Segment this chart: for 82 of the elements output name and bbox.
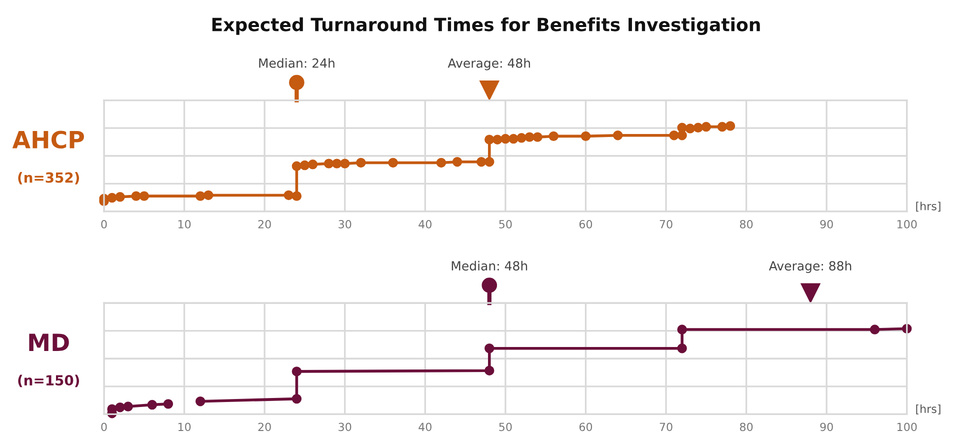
x-tick-label: 20 bbox=[258, 422, 271, 432]
point bbox=[123, 402, 133, 412]
point bbox=[500, 134, 510, 144]
x-axis-title: [hrs] bbox=[916, 202, 940, 212]
text: (n=150) bbox=[18, 374, 80, 388]
point bbox=[284, 190, 294, 200]
point bbox=[677, 324, 687, 334]
point bbox=[612, 130, 623, 140]
x-tick-label: 70 bbox=[660, 220, 672, 228]
point bbox=[388, 158, 398, 168]
text: Average: 48h bbox=[448, 58, 530, 70]
point bbox=[484, 343, 494, 354]
point bbox=[524, 132, 534, 142]
x-tick-label: 10 bbox=[178, 422, 191, 432]
x-tick-label: 80 bbox=[740, 422, 753, 432]
point bbox=[204, 190, 214, 200]
point bbox=[115, 192, 125, 202]
point bbox=[163, 399, 174, 409]
point bbox=[356, 158, 366, 168]
x-axis-title: [hrs] bbox=[916, 404, 940, 414]
x-tick-label: 100 bbox=[897, 220, 917, 228]
point bbox=[195, 396, 206, 406]
point bbox=[669, 130, 679, 140]
point bbox=[725, 121, 736, 131]
x-tick-label: 20 bbox=[258, 220, 271, 228]
point bbox=[292, 366, 302, 376]
point bbox=[492, 134, 502, 144]
x-tick-label: 90 bbox=[820, 422, 833, 432]
point bbox=[580, 131, 591, 142]
point bbox=[292, 161, 302, 171]
point bbox=[292, 394, 302, 404]
y-axis-title: MD bbox=[29, 334, 69, 351]
point bbox=[701, 122, 712, 132]
point bbox=[340, 158, 350, 168]
point bbox=[516, 133, 526, 143]
point bbox=[332, 158, 342, 168]
x-tick-label: 90 bbox=[820, 220, 833, 228]
point bbox=[139, 191, 150, 201]
point bbox=[677, 343, 687, 354]
x-tick-label: 60 bbox=[579, 220, 592, 228]
point bbox=[870, 324, 880, 334]
point bbox=[436, 158, 446, 168]
point bbox=[532, 132, 542, 142]
x-tick-label: 30 bbox=[338, 422, 352, 432]
chart-title: Expected Turnaround Times for Benefits Investigation bbox=[212, 17, 760, 35]
point bbox=[308, 160, 318, 170]
point bbox=[324, 158, 334, 168]
point bbox=[693, 122, 703, 133]
point bbox=[147, 400, 158, 410]
x-tick-label: 40 bbox=[418, 220, 432, 228]
point bbox=[476, 156, 486, 167]
text: Median: 48h bbox=[452, 260, 528, 271]
point bbox=[717, 122, 728, 132]
point bbox=[548, 131, 558, 142]
point bbox=[292, 191, 302, 201]
x-tick-label: 10 bbox=[178, 220, 191, 228]
text: Median: 24h bbox=[259, 58, 334, 68]
x-tick-label: 50 bbox=[499, 220, 512, 228]
text: Average: 88h bbox=[768, 260, 852, 273]
point bbox=[677, 122, 687, 133]
x-tick-label: 50 bbox=[499, 422, 512, 432]
x-tick-label: 30 bbox=[338, 220, 352, 228]
point bbox=[685, 124, 695, 134]
x-tick-label: 60 bbox=[579, 422, 592, 432]
x-tick-label: 40 bbox=[418, 422, 432, 432]
x-tick-label: 100 bbox=[897, 422, 917, 432]
point bbox=[452, 156, 462, 167]
point bbox=[484, 156, 494, 167]
text: (n=352) bbox=[18, 172, 80, 184]
point bbox=[484, 366, 494, 376]
x-tick-label: 0 bbox=[101, 220, 107, 228]
point bbox=[131, 191, 141, 201]
point bbox=[508, 134, 518, 144]
point bbox=[300, 160, 310, 170]
y-axis-title: AHCP bbox=[12, 130, 84, 149]
x-tick-label: 0 bbox=[101, 422, 107, 432]
x-tick-label: 80 bbox=[740, 220, 753, 228]
point bbox=[107, 192, 117, 203]
point bbox=[115, 402, 125, 412]
point bbox=[195, 191, 206, 201]
point bbox=[484, 134, 494, 144]
x-tick-label: 70 bbox=[660, 422, 672, 432]
